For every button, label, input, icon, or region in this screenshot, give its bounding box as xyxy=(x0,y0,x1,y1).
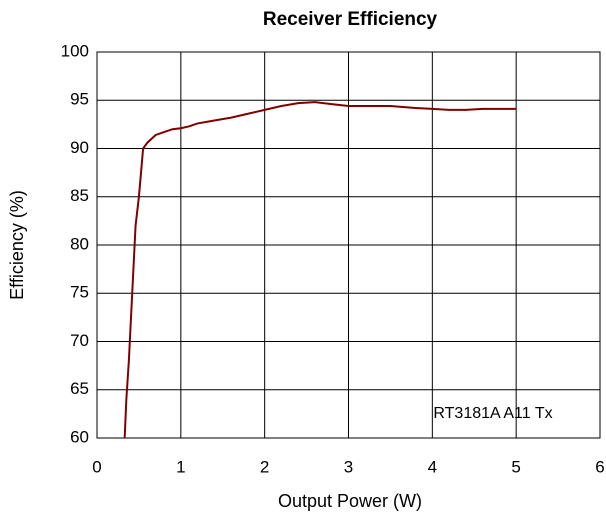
y-tick-label: 100 xyxy=(61,41,89,60)
y-tick-label: 75 xyxy=(70,283,89,302)
x-tick-label: 5 xyxy=(511,457,520,476)
x-tick-label: 3 xyxy=(344,457,353,476)
y-tick-label: 65 xyxy=(70,379,89,398)
x-tick-label: 4 xyxy=(428,457,437,476)
x-tick-label: 1 xyxy=(176,457,185,476)
plot-border xyxy=(96,51,601,439)
y-tick-label: 90 xyxy=(70,138,89,157)
y-tick-label: 85 xyxy=(70,186,89,205)
y-tick-label: 70 xyxy=(70,331,89,350)
annotation: RT3181A A11 Tx xyxy=(433,405,552,422)
y-tick-label: 80 xyxy=(70,234,89,253)
y-tick-label: 60 xyxy=(70,427,89,446)
y-axis-label: Efficiency (%) xyxy=(7,190,27,300)
data-line xyxy=(123,101,517,439)
x-tick-label: 6 xyxy=(595,457,604,476)
x-tick-label: 2 xyxy=(260,457,269,476)
chart-title: Receiver Efficiency xyxy=(263,9,438,30)
x-tick-label: 0 xyxy=(92,457,101,476)
y-tick-label: 95 xyxy=(70,90,89,109)
x-axis-label: Output Power (W) xyxy=(278,491,422,511)
